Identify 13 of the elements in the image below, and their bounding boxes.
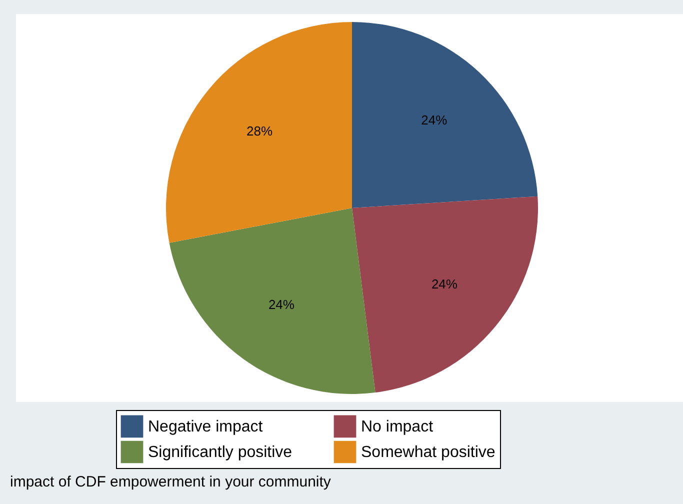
pie-slice xyxy=(169,208,376,394)
text: impact of CDF empowerment in your community xyxy=(10,474,332,490)
data-label: 24% xyxy=(268,297,295,312)
pie-slice xyxy=(352,196,538,393)
data-label: 24% xyxy=(431,276,458,292)
legend-label: Significantly positive xyxy=(148,444,292,461)
legend-label: Somewhat positive xyxy=(361,444,496,461)
pie-slice xyxy=(166,22,352,243)
legend-label: No impact xyxy=(361,418,434,436)
data-label: 28% xyxy=(246,124,273,139)
pie-slice xyxy=(352,22,538,208)
data-label: 24% xyxy=(421,112,448,128)
legend-label: Negative impact xyxy=(148,418,264,436)
